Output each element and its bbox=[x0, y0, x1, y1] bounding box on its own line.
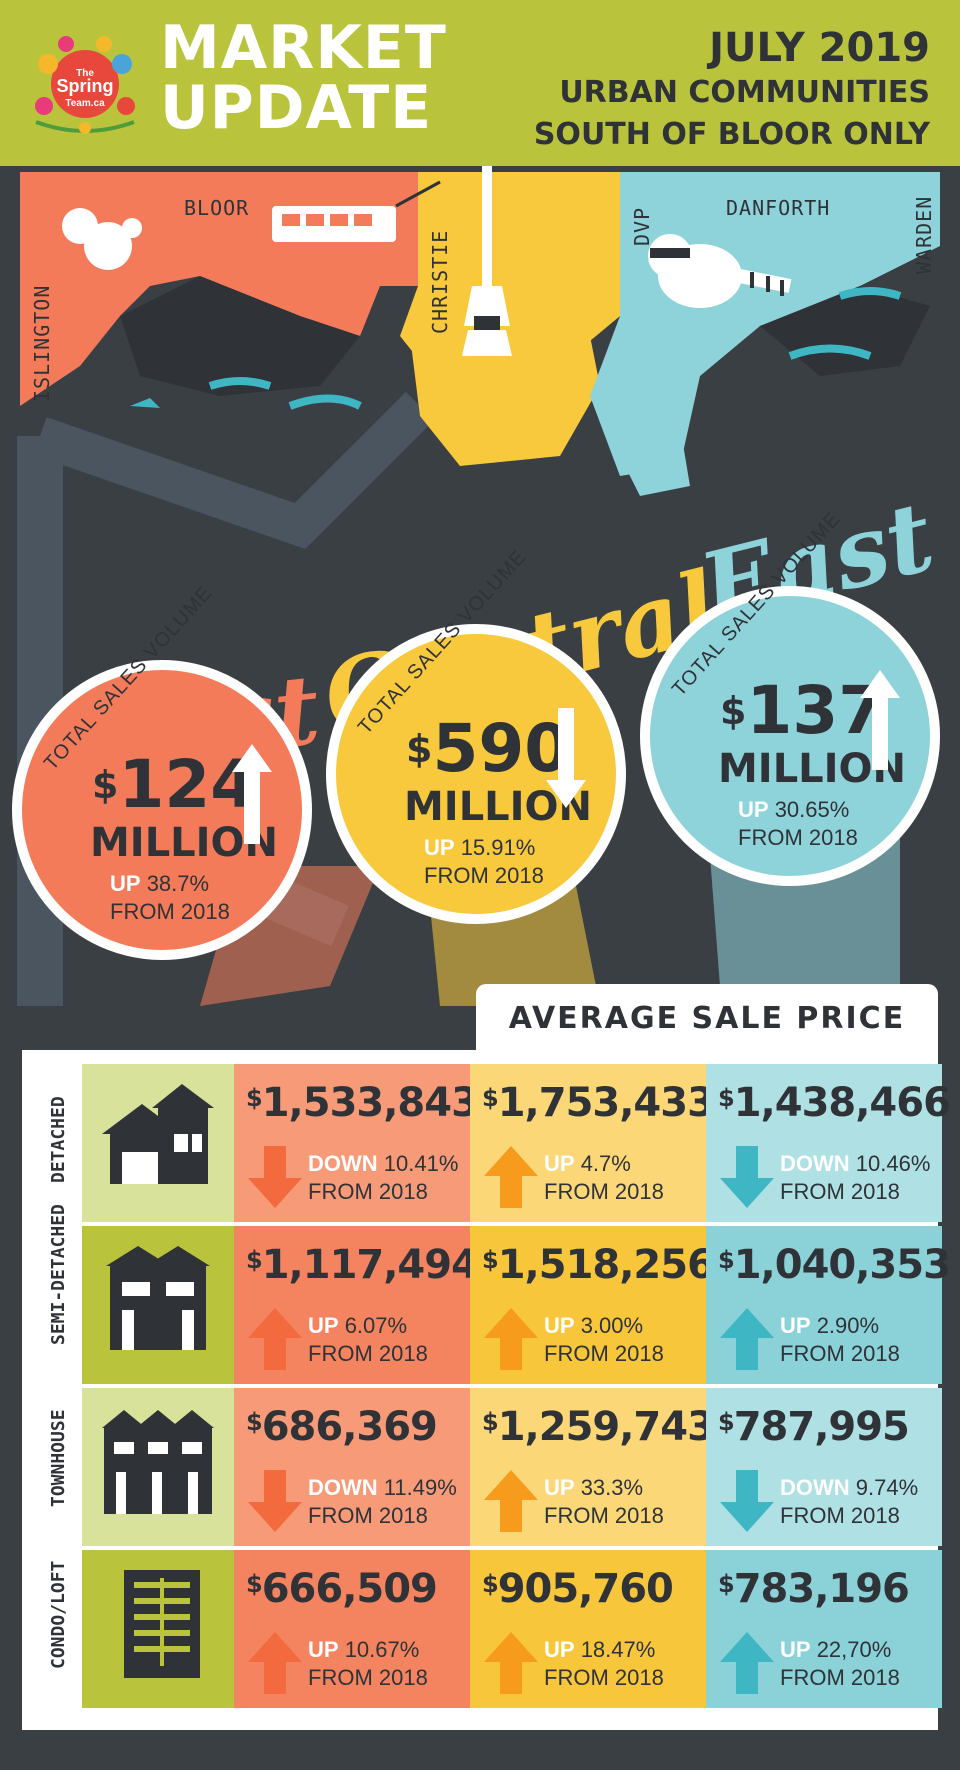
price-cell: $1,518,256 UP 3.00% FROM 2018 bbox=[470, 1226, 715, 1384]
price-cell: $666,509 UP 10.67% FROM 2018 bbox=[234, 1550, 470, 1708]
average-price: $787,995 bbox=[718, 1404, 910, 1450]
price-change: UP 2.90% FROM 2018 bbox=[780, 1313, 900, 1366]
arrow-down-icon bbox=[546, 708, 586, 808]
volume-change: UP 30.65% FROM 2018 bbox=[738, 797, 858, 850]
volume-change: UP 38.7% FROM 2018 bbox=[110, 871, 230, 924]
average-price: $783,196 bbox=[718, 1566, 910, 1612]
price-row-2: SEMI-DETACHED $1,117,494 UP 6.07% FROM 2018… bbox=[36, 1204, 951, 1384]
average-price: $1,753,433 bbox=[482, 1080, 715, 1126]
price-cell: $686,369 DOWN 11.49% FROM 2018 bbox=[234, 1388, 470, 1546]
arrow-down-icon bbox=[720, 1470, 774, 1532]
average-price: $905,760 bbox=[482, 1566, 674, 1612]
volume-value: $590 bbox=[406, 710, 571, 787]
arrow-down-icon bbox=[248, 1470, 302, 1532]
row-type-label: SEMI-DETACHED bbox=[36, 1204, 82, 1376]
subtitle-2: SOUTH OF BLOOR ONLY bbox=[533, 117, 930, 152]
header-info: JULY 2019 URBAN COMMUNITIES SOUTH OF BLO… bbox=[534, 24, 930, 156]
arrow-up-icon bbox=[484, 1632, 538, 1694]
price-cell: $1,040,353 UP 2.90% FROM 2018 bbox=[706, 1226, 951, 1384]
svg-text:The: The bbox=[76, 68, 94, 79]
price-cell: $1,533,843 DOWN 10.41% FROM 2018 bbox=[234, 1064, 479, 1222]
sales-volume-circle-2: TOTAL SALES VOLUME $590 MILLION UP 15.91% FR… bbox=[326, 546, 626, 924]
arrow-down-icon bbox=[720, 1146, 774, 1208]
arrow-up-icon bbox=[720, 1308, 774, 1370]
price-cell: $1,438,466 DOWN 10.46% FROM 2018 bbox=[706, 1064, 951, 1222]
street-bloor: BLOOR bbox=[184, 196, 250, 220]
price-cell: $905,760 UP 18.47% FROM 2018 bbox=[470, 1550, 706, 1708]
arrow-down-icon bbox=[248, 1146, 302, 1208]
price-row-1: DETACHED $1,533,843 DOWN 10.41% FROM 2018 $1… bbox=[36, 1064, 951, 1222]
average-price: $1,259,743 bbox=[482, 1404, 715, 1450]
price-change: UP 4.7% FROM 2018 bbox=[544, 1151, 664, 1204]
townhouse-icon bbox=[82, 1388, 234, 1546]
row-type-label: DETACHED bbox=[36, 1064, 82, 1214]
condo-building-icon bbox=[82, 1550, 234, 1708]
average-price: $1,117,494 bbox=[246, 1242, 479, 1288]
average-price: $1,040,353 bbox=[718, 1242, 951, 1288]
arrow-up-icon bbox=[248, 1308, 302, 1370]
price-change: DOWN 11.49% FROM 2018 bbox=[308, 1475, 457, 1528]
semi-detached-house-icon bbox=[82, 1226, 234, 1384]
average-price: $686,369 bbox=[246, 1404, 438, 1450]
price-row-3: TOWNHOUSE $686,369 DOWN 11.49% FROM 2018 $1,… bbox=[36, 1388, 942, 1546]
volume-change: UP 15.91% FROM 2018 bbox=[424, 835, 544, 888]
arrow-up-icon bbox=[484, 1146, 538, 1208]
price-cell: $1,259,743 UP 33.3% FROM 2018 bbox=[470, 1388, 715, 1546]
price-change: UP 22,70% FROM 2018 bbox=[780, 1637, 900, 1690]
page-title: MARKET UPDATE bbox=[160, 13, 447, 143]
row-type-label: CONDO/LOFT bbox=[36, 1550, 82, 1700]
price-change: UP 33.3% FROM 2018 bbox=[544, 1475, 664, 1528]
price-change: DOWN 10.46% FROM 2018 bbox=[780, 1151, 931, 1204]
spring-team-logo: The Spring Team.ca bbox=[35, 36, 135, 134]
arrow-up-icon bbox=[248, 1632, 302, 1694]
price-change: UP 6.07% FROM 2018 bbox=[308, 1313, 428, 1366]
row-type-label: TOWNHOUSE bbox=[36, 1388, 82, 1538]
svg-text:Team.ca: Team.ca bbox=[65, 98, 105, 109]
average-price: $666,509 bbox=[246, 1566, 438, 1612]
price-change: UP 10.67% FROM 2018 bbox=[308, 1637, 428, 1690]
subtitle-1: URBAN COMMUNITIES bbox=[559, 75, 930, 110]
header: The Spring Team.ca MARKET UPDATE JULY 20… bbox=[0, 0, 960, 166]
price-change: DOWN 9.74% FROM 2018 bbox=[780, 1475, 919, 1528]
price-change: UP 18.47% FROM 2018 bbox=[544, 1637, 664, 1690]
arrow-up-icon bbox=[484, 1470, 538, 1532]
average-sale-price-table: DETACHED $1,533,843 DOWN 10.41% FROM 2018 $1… bbox=[22, 1050, 951, 1730]
arrow-up-icon bbox=[232, 744, 272, 844]
volume-value: $137 bbox=[720, 672, 885, 749]
price-cell: $1,753,433 UP 4.7% FROM 2018 bbox=[470, 1064, 715, 1222]
average-price: $1,518,256 bbox=[482, 1242, 715, 1288]
sales-volume-circle-3: TOTAL SALES VOLUME $137 MILLION UP 30.65% FR… bbox=[640, 508, 940, 886]
price-cell: $1,117,494 UP 6.07% FROM 2018 bbox=[234, 1226, 479, 1384]
average-price: $1,533,843 bbox=[246, 1080, 479, 1126]
detached-house-icon bbox=[82, 1064, 234, 1222]
arrow-up-icon bbox=[860, 670, 900, 770]
price-change: DOWN 10.41% FROM 2018 bbox=[308, 1151, 459, 1204]
arrow-up-icon bbox=[720, 1632, 774, 1694]
average-price: $1,438,466 bbox=[718, 1080, 951, 1126]
report-date: JULY 2019 bbox=[709, 25, 930, 71]
arrow-up-icon bbox=[484, 1308, 538, 1370]
price-cell: $783,196 UP 22,70% FROM 2018 bbox=[706, 1550, 942, 1708]
price-change: UP 3.00% FROM 2018 bbox=[544, 1313, 664, 1366]
svg-text:Spring: Spring bbox=[57, 76, 114, 96]
street-danforth: DANFORTH bbox=[726, 196, 831, 220]
average-sale-price-title: AVERAGE SALE PRICE bbox=[476, 984, 938, 1054]
price-cell: $787,995 DOWN 9.74% FROM 2018 bbox=[706, 1388, 942, 1546]
price-row-4: CONDO/LOFT $666,509 UP 10.67% FROM 2018 $905… bbox=[36, 1550, 942, 1708]
sales-volume-circle-1: TOTAL SALES VOLUME $124 MILLION UP 38.7% FRO… bbox=[12, 582, 312, 960]
volume-value: $124 bbox=[92, 746, 257, 823]
